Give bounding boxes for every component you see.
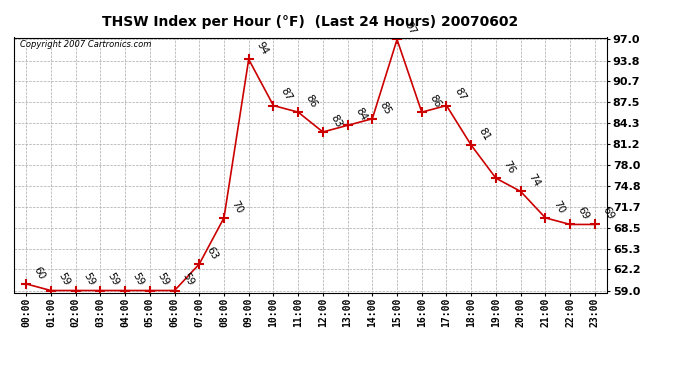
Text: 70: 70 [551,199,566,215]
Text: 86: 86 [427,93,442,110]
Text: 59: 59 [106,271,121,288]
Text: 63: 63 [205,245,220,261]
Text: 76: 76 [502,159,517,176]
Text: 59: 59 [57,271,72,288]
Text: 59: 59 [81,271,97,288]
Text: 69: 69 [600,205,615,222]
Text: 85: 85 [378,99,393,116]
Text: 97: 97 [402,20,418,37]
Text: 59: 59 [130,271,146,288]
Text: Copyright 2007 Cartronics.com: Copyright 2007 Cartronics.com [20,40,151,49]
Text: 74: 74 [526,172,542,189]
Text: 60: 60 [32,265,47,281]
Text: 59: 59 [180,271,195,288]
Text: 86: 86 [304,93,319,110]
Text: 87: 87 [452,86,467,103]
Text: 70: 70 [230,199,245,215]
Text: THSW Index per Hour (°F)  (Last 24 Hours) 20070602: THSW Index per Hour (°F) (Last 24 Hours)… [102,15,519,29]
Text: 87: 87 [279,86,294,103]
Text: 94: 94 [254,40,270,57]
Text: 81: 81 [477,126,492,142]
Text: 84: 84 [353,106,368,123]
Text: 83: 83 [328,113,344,129]
Text: 59: 59 [155,271,170,288]
Text: 69: 69 [575,205,591,222]
